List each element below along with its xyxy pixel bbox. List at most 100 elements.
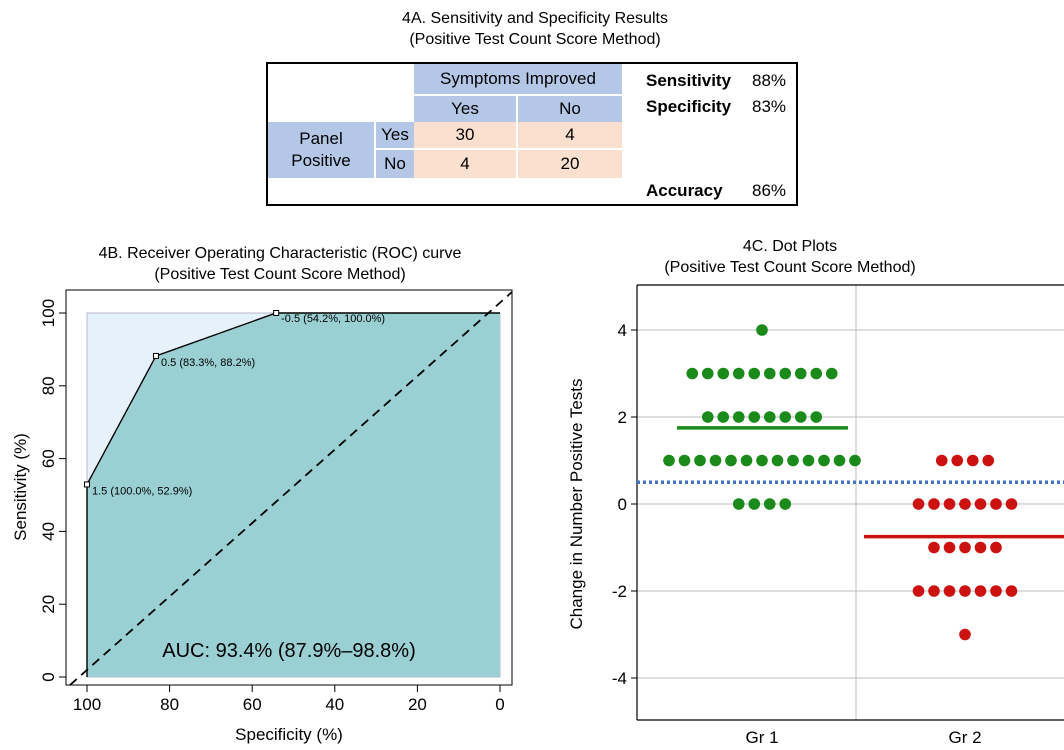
- dot-g1-y2-7: [810, 411, 823, 423]
- roc-point-label-0: 1.5 (100.0%, 52.9%): [92, 485, 192, 497]
- cell-no-no: 20: [518, 150, 622, 178]
- roc-chart: 1.5 (100.0%, 52.9%) 0.5 (83.3%, 88.2%) -0.…: [11, 289, 513, 744]
- dot-g2-y0-3: [959, 498, 971, 510]
- dot-g1-y2-5: [779, 411, 792, 423]
- sensitivity-value: 88%: [752, 71, 787, 90]
- dot-g2-y0-6: [1005, 498, 1018, 510]
- dot-y-axis-label: Change in Number Positive Tests: [567, 378, 586, 629]
- dot-y-tick-label-2: 0: [618, 495, 627, 514]
- dot-g1-y2-3: [748, 411, 761, 423]
- dot-g1-y1-11: [833, 454, 846, 467]
- dot-g2-y-2-0: [912, 585, 925, 597]
- auc-label: AUC: 93.4% (87.9%–98.8%): [162, 640, 415, 662]
- dot-g1-y1-10: [818, 454, 830, 467]
- col-header-no: No: [518, 96, 622, 122]
- row-header-no: No: [376, 150, 414, 178]
- dot-g1-y2-2: [732, 411, 745, 423]
- roc-y-tick-label-5: 100: [39, 299, 58, 327]
- row-group-line1: Panel: [299, 129, 343, 148]
- specificity-label: Specificity: [646, 97, 732, 116]
- dot-g2-y0-5: [990, 498, 1002, 510]
- table-title: 4A. Sensitivity and Specificity Results …: [300, 8, 770, 50]
- roc-x-axis-label: Specificity (%): [235, 725, 343, 744]
- accuracy-value: 86%: [752, 181, 787, 200]
- dot-y-tick-label-4: 4: [618, 321, 627, 340]
- col-group-header: Symptoms Improved: [414, 64, 622, 96]
- dot-g1-y0-3: [779, 498, 792, 510]
- dot-g2-y1-0: [935, 454, 948, 467]
- roc-title: 4B. Receiver Operating Characteristic (R…: [40, 243, 520, 285]
- specificity-value: 83%: [752, 97, 787, 116]
- row-header-yes: Yes: [376, 122, 414, 150]
- dot-g1-y3-2: [717, 367, 730, 380]
- dot-g2-y-2-1: [928, 585, 940, 597]
- dot-g2-y1-2: [966, 454, 979, 467]
- table-title-line1: 4A. Sensitivity and Specificity Results: [402, 10, 668, 27]
- roc-point-label-2: -0.5 (54.2%, 100.0%): [281, 313, 385, 325]
- accuracy-label: Accuracy: [646, 181, 723, 200]
- dot-g1-y3-5: [763, 367, 776, 380]
- dot-g2-y-2-3: [959, 585, 971, 597]
- dot-g2-y-2-4: [974, 585, 987, 597]
- roc-y-axis-label: Sensitivity (%): [11, 433, 30, 541]
- dot-y-tick-label-0: -4: [612, 669, 627, 688]
- dot-g2-y0-2: [943, 498, 956, 510]
- cell-no-yes: 4: [414, 150, 518, 178]
- dot-g1-y2-0: [701, 411, 714, 423]
- dot-g1-y1-0: [663, 454, 675, 467]
- dot-g1-y3-3: [732, 367, 745, 380]
- dot-g1-y1-7: [771, 454, 784, 467]
- row-group-header: Panel Positive: [268, 122, 376, 178]
- dotplot-title-line1: 4C. Dot Plots: [742, 238, 838, 255]
- sensitivity-label: Sensitivity: [646, 71, 732, 90]
- auc-area: [87, 313, 500, 677]
- results-table: Symptoms Improved Yes No Panel Positive …: [266, 62, 798, 206]
- col-header-yes: Yes: [414, 96, 518, 122]
- dot-g1-y0-1: [748, 498, 761, 510]
- cell-yes-no: 4: [518, 122, 622, 150]
- dotplot-title: 4C. Dot Plots (Positive Test Count Score…: [640, 236, 940, 278]
- roc-title-line2: (Positive Test Count Score Method): [154, 266, 406, 283]
- dot-g2-y-1-4: [990, 541, 1002, 554]
- dot-g2-y-2-6: [1005, 585, 1018, 597]
- dot-g1-y1-8: [787, 454, 799, 467]
- roc-y-tick-label-2: 40: [39, 522, 58, 541]
- dot-g1-y2-4: [763, 411, 776, 423]
- roc-x-tick-label-5: 0: [495, 695, 504, 714]
- dot-g2-y-1-0: [928, 541, 940, 554]
- roc-point-2: [273, 310, 280, 316]
- cell-yes-yes: 30: [414, 122, 518, 150]
- roc-x-tick-label-2: 60: [243, 695, 262, 714]
- dot-g1-y1-9: [802, 454, 815, 467]
- dot-g1-y2-1: [717, 411, 730, 423]
- dot-g2-y0-4: [974, 498, 987, 510]
- dot-g1-y3-4: [748, 367, 761, 380]
- dot-g2-y0-0: [912, 498, 925, 510]
- dot-g1-y0-0: [732, 498, 745, 510]
- roc-y-tick-label-3: 60: [39, 449, 58, 468]
- dot-g1-y1-4: [725, 454, 737, 467]
- dot-g1-y1-5: [740, 454, 753, 467]
- roc-y-tick-label-1: 20: [39, 595, 58, 614]
- dot-g1-y3-9: [825, 367, 838, 380]
- roc-x-tick-label-3: 40: [325, 695, 344, 714]
- dot-g1-y3-7: [794, 367, 807, 380]
- dot-g1-y3-6: [779, 367, 792, 380]
- roc-point-label-1: 0.5 (83.3%, 88.2%): [161, 357, 255, 369]
- dot-g1-y3-1: [701, 367, 714, 380]
- dot-g1-y3-0: [686, 367, 699, 380]
- dot-g1-y1-6: [756, 454, 768, 467]
- roc-x-tick-label-1: 80: [160, 695, 179, 714]
- roc-x-tick-label-0: 100: [73, 695, 101, 714]
- dot-g2-y-2-5: [990, 585, 1002, 597]
- roc-title-line1: 4B. Receiver Operating Characteristic (R…: [98, 245, 462, 262]
- dot-category-label-0: Gr 1: [745, 728, 778, 747]
- dot-g2-y1-3: [982, 454, 995, 467]
- roc-y-tick-label-0: 0: [39, 672, 58, 681]
- roc-x-tick-label-4: 20: [408, 695, 427, 714]
- table-title-line2: (Positive Test Count Score Method): [409, 31, 661, 48]
- dot-g1-y1-1: [678, 454, 691, 467]
- dot-g1-y1-3: [709, 454, 722, 467]
- dot-y-tick-label-1: -2: [612, 582, 627, 601]
- dot-g2-y-3-0: [959, 628, 971, 641]
